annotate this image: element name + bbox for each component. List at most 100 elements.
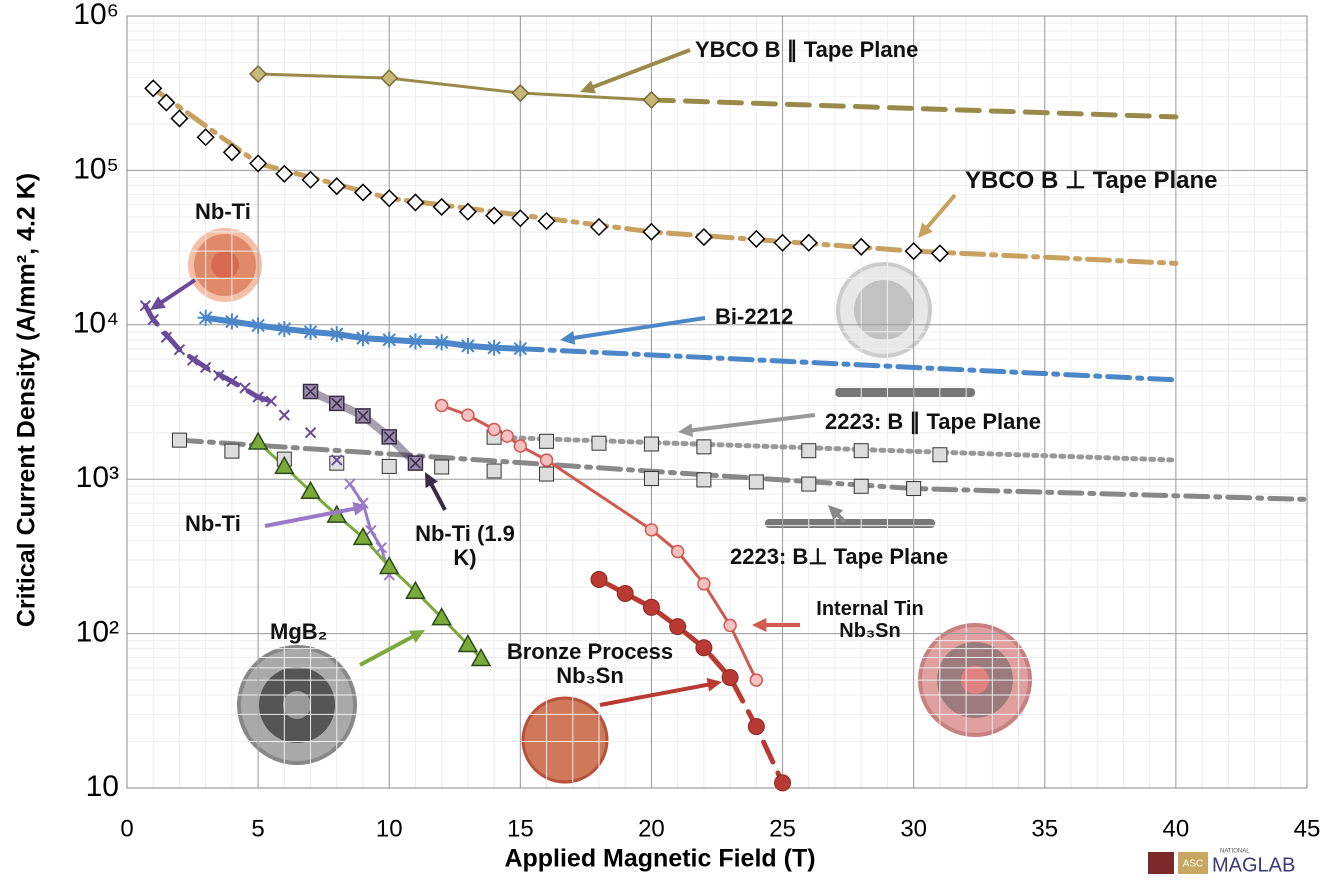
x-tick-label: 5 (251, 815, 264, 842)
marker (722, 669, 738, 685)
marker (540, 467, 554, 481)
marker (853, 239, 869, 255)
fit-line (179, 440, 1307, 499)
marker (303, 324, 319, 340)
x-tick-label: 15 (507, 815, 534, 842)
x-axis-title: Applied Magnetic Field (T) (504, 845, 815, 873)
marker (249, 433, 267, 449)
logo-text: ASC (1183, 859, 1204, 870)
x-tick-label: 25 (769, 815, 796, 842)
marker (906, 243, 922, 259)
marker (539, 213, 555, 229)
y-tick-label: 10⁴ (73, 307, 119, 340)
marker (345, 479, 355, 489)
marker (408, 456, 422, 470)
page: Applied Magnetic Field (T) Critical Curr… (0, 0, 1339, 884)
logo-text: MAGLAB (1212, 854, 1295, 876)
series-annotation: MgB₂ (270, 620, 327, 644)
series-annotation: Bi-2212 (715, 305, 793, 329)
y-tick-label: 10 (86, 770, 119, 803)
marker (697, 473, 711, 487)
marker (329, 178, 345, 194)
marker (250, 317, 266, 333)
x-tick-label: 0 (120, 815, 133, 842)
arrow-head (560, 331, 575, 345)
marker (854, 444, 868, 458)
logo-box (1148, 852, 1174, 874)
marker (724, 619, 736, 631)
x-tick-label: 35 (1031, 815, 1058, 842)
marker (591, 219, 607, 235)
marker (696, 640, 712, 656)
marker (172, 433, 186, 447)
marker (304, 384, 318, 398)
marker (330, 456, 344, 470)
marker (486, 340, 502, 356)
fit-line (520, 349, 1176, 380)
arrow (158, 280, 195, 304)
marker (512, 341, 528, 357)
x-tick-label: 10 (376, 815, 403, 842)
marker (460, 338, 476, 354)
marker (487, 464, 501, 478)
marker (801, 235, 817, 251)
y-tick-label: 10³ (76, 461, 119, 494)
marker (382, 430, 396, 444)
y-tick-label: 10⁵ (73, 152, 119, 185)
marker (775, 235, 791, 251)
series-annotation: 2223: B⊥ Tape Plane (730, 545, 948, 569)
marker (748, 719, 764, 735)
arrow (570, 318, 705, 338)
marker (541, 454, 553, 466)
marker (672, 546, 684, 558)
marker (750, 674, 762, 686)
wire-image (211, 251, 239, 279)
marker (645, 524, 657, 536)
marker (802, 444, 816, 458)
marker (749, 475, 763, 489)
marker (435, 460, 449, 474)
marker (592, 436, 606, 450)
arrow (360, 635, 416, 665)
marker (330, 396, 344, 410)
marker (643, 92, 659, 108)
x-tick-label: 30 (900, 815, 927, 842)
series-annotation: Nb-Ti (195, 200, 251, 224)
series-annotation: YBCO B ⊥ Tape Plane (965, 168, 1218, 194)
marker (407, 333, 423, 349)
arrow-head (678, 423, 693, 437)
arrow-head (752, 618, 766, 632)
marker (434, 199, 450, 215)
marker (407, 194, 423, 210)
series-annotation: Nb-Ti (185, 512, 241, 536)
x-tick-label: 45 (1294, 815, 1321, 842)
marker (643, 224, 659, 240)
y-tick-label: 10² (76, 616, 119, 649)
marker (512, 85, 528, 101)
marker (356, 409, 370, 423)
tape-image (835, 388, 975, 397)
marker (698, 578, 710, 590)
marker (591, 572, 607, 588)
marker (643, 599, 659, 615)
logo: ASC NATIONAL MAGLAB (1148, 849, 1295, 877)
marker (198, 310, 214, 326)
marker (644, 437, 658, 451)
marker (932, 245, 948, 261)
wire-image (523, 698, 607, 782)
series-annotation: Bronze Process Nb₃Sn (490, 640, 690, 688)
marker (670, 619, 686, 635)
marker (933, 448, 947, 462)
marker (697, 440, 711, 454)
marker (617, 585, 633, 601)
wire-images (191, 231, 1030, 782)
marker (381, 332, 397, 348)
marker (514, 440, 526, 452)
marker (462, 409, 474, 421)
marker (355, 184, 371, 200)
marker (854, 479, 868, 493)
marker (381, 190, 397, 206)
series-annotation: 2223: B ∥ Tape Plane (825, 410, 1041, 434)
marker (381, 70, 397, 86)
marker (540, 434, 554, 448)
